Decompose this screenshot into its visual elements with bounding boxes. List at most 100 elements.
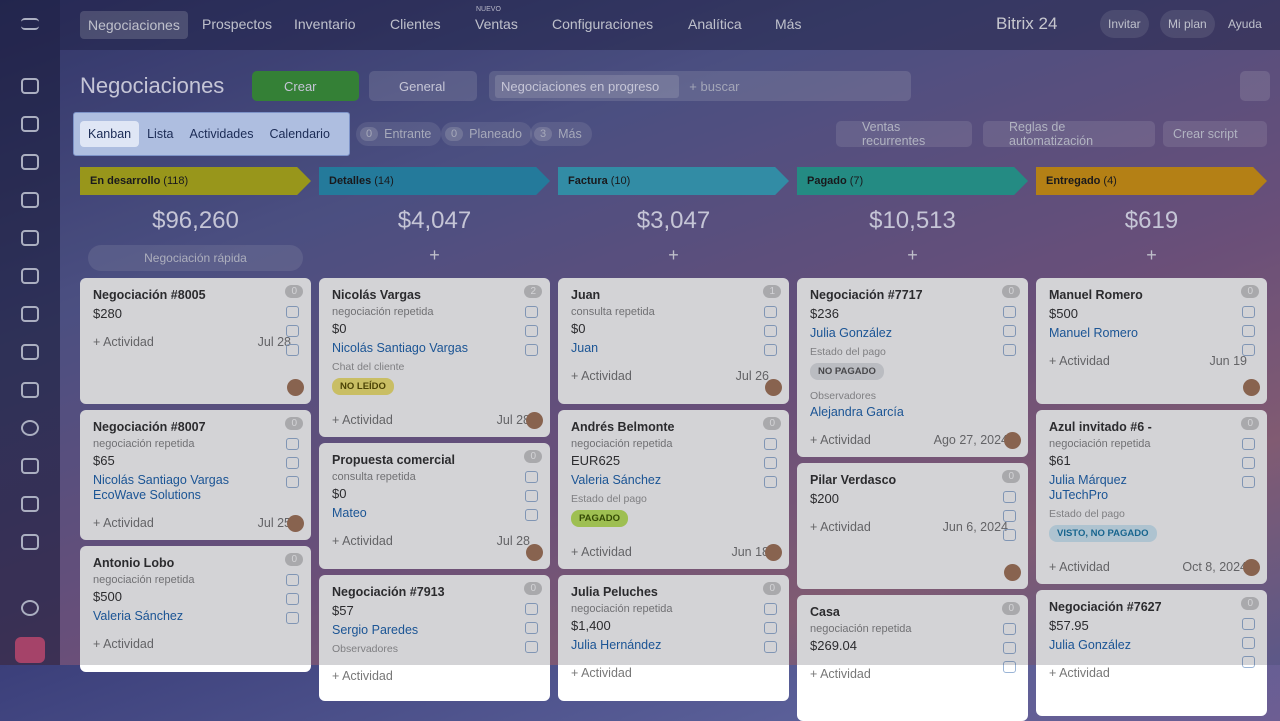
mail-icon[interactable] (286, 325, 299, 337)
add-activity[interactable]: + Actividad (93, 637, 154, 651)
tool-button[interactable]: Reglas de automatización (983, 120, 1155, 148)
phone-icon[interactable] (286, 438, 299, 450)
deal-card[interactable]: Casa 0 negociación repetida $269.04 + Activi… (797, 595, 1028, 721)
card-link[interactable]: Nicolás Santiago Vargas (332, 341, 468, 355)
add-activity[interactable]: + Actividad (1049, 666, 1110, 680)
mail-icon[interactable] (1242, 637, 1255, 649)
tool-button[interactable]: Ventas recurrentes (836, 120, 972, 148)
deal-card[interactable]: Negociación #8007 0 negociación repetida $6… (80, 410, 311, 540)
deal-card[interactable]: Negociación #7627 0 $57.95 Julia González + … (1036, 590, 1267, 716)
chat-icon[interactable] (1242, 476, 1255, 488)
nav-item[interactable]: Prospectos (202, 16, 273, 32)
chat-icon[interactable] (1003, 529, 1016, 541)
view-tab[interactable]: Actividades (189, 127, 254, 141)
chat-icon[interactable] (286, 344, 299, 356)
add-deal[interactable]: + (429, 245, 440, 265)
phone-icon[interactable] (1242, 306, 1255, 318)
add-activity[interactable]: + Actividad (810, 433, 871, 447)
add-activity[interactable]: + Actividad (332, 413, 393, 427)
nav-item[interactable]: Negociaciones (80, 11, 188, 39)
phone-icon[interactable] (764, 438, 777, 450)
card-link[interactable]: Julia Márquez (1049, 473, 1127, 487)
chat-icon[interactable] (525, 344, 538, 356)
chat-icon[interactable] (286, 476, 299, 488)
settings-icon[interactable] (21, 600, 39, 616)
phone-icon[interactable] (525, 471, 538, 483)
view-tab[interactable]: Kanban (80, 121, 140, 147)
deal-card[interactable]: Propuesta comercial 0 consulta repetida $0 M… (319, 443, 550, 569)
mail-icon[interactable] (525, 325, 538, 337)
sidebar-icon[interactable] (21, 344, 39, 360)
sidebar-icon[interactable] (21, 154, 39, 170)
filter-tag[interactable]: Negociaciones en progreso (495, 74, 680, 98)
phone-icon[interactable] (1242, 438, 1255, 450)
nav-item[interactable]: Configuraciones (552, 16, 654, 32)
nav-item[interactable]: Más (775, 16, 802, 32)
deal-card[interactable]: Negociación #7913 0 $57 Sergio Paredes Obser… (319, 575, 550, 701)
add-deal[interactable]: + (907, 245, 918, 265)
mail-icon[interactable] (1003, 510, 1016, 522)
mail-icon[interactable] (286, 457, 299, 469)
create-button[interactable]: Crear (252, 71, 359, 101)
deal-card[interactable]: Negociación #7717 0 $236 Julia González Esta… (797, 278, 1028, 457)
chat-icon[interactable] (1242, 656, 1255, 668)
sidebar-icon[interactable] (21, 534, 39, 550)
deal-card[interactable]: Manuel Romero 0 $500 Manuel Romero + Activid… (1036, 278, 1267, 404)
card-link[interactable]: Manuel Romero (1049, 326, 1138, 340)
add-deal[interactable]: + (1146, 245, 1157, 265)
deal-card[interactable]: Azul invitado #6 - 0 negociación repetida $… (1036, 410, 1267, 584)
card-link[interactable]: Sergio Paredes (332, 623, 419, 637)
chat-icon[interactable] (286, 612, 299, 624)
phone-icon[interactable] (1242, 618, 1255, 630)
chat-icon[interactable] (525, 509, 538, 521)
counter[interactable]: 0 Planeado (441, 122, 532, 146)
mail-icon[interactable] (1003, 642, 1016, 654)
add-activity[interactable]: + Actividad (571, 369, 632, 383)
mail-icon[interactable] (764, 457, 777, 469)
phone-icon[interactable] (764, 306, 777, 318)
sidebar-icon[interactable] (21, 116, 39, 132)
nav-item[interactable]: Ventas (475, 16, 518, 32)
add-activity[interactable]: + Actividad (1049, 560, 1110, 574)
phone-icon[interactable] (525, 306, 538, 318)
menu-icon[interactable] (21, 18, 39, 30)
add-activity[interactable]: + Actividad (93, 335, 154, 349)
tool-button[interactable]: Crear script (1163, 121, 1267, 147)
chat-icon[interactable] (1003, 344, 1016, 356)
card-link[interactable]: Alejandra García (810, 405, 904, 419)
nav-item[interactable]: Inventario (294, 16, 356, 32)
view-tab[interactable]: Calendario (269, 127, 330, 141)
add-activity[interactable]: + Actividad (810, 520, 871, 534)
deal-card[interactable]: Julia Peluches 0 negociación repetida $1,40… (558, 575, 789, 701)
nav-item[interactable]: Analítica (688, 16, 742, 32)
mail-icon[interactable] (764, 325, 777, 337)
nav-item[interactable]: Clientes (390, 16, 441, 32)
quick-deal[interactable]: Negociación rápida (88, 245, 303, 271)
phone-icon[interactable] (1003, 491, 1016, 503)
deal-card[interactable]: Antonio Lobo 0 negociación repetida $500 Val… (80, 546, 311, 672)
mail-icon[interactable] (525, 490, 538, 502)
chat-icon[interactable] (764, 641, 777, 653)
add-activity[interactable]: + Actividad (810, 667, 871, 681)
deal-card[interactable]: Pilar Verdasco 0 $200 + Actividad Jun 6, 202… (797, 463, 1028, 589)
deal-card[interactable]: Juan 1 consulta repetida $0 Juan + Actividad J… (558, 278, 789, 404)
chat-icon[interactable] (1003, 661, 1016, 673)
search-box[interactable]: Negociaciones en progreso + buscar (489, 71, 911, 101)
rocket-button[interactable] (15, 637, 45, 663)
add-activity[interactable]: + Actividad (93, 516, 154, 530)
add-activity[interactable]: + Actividad (571, 666, 632, 680)
phone-icon[interactable] (525, 603, 538, 615)
phone-icon[interactable] (286, 306, 299, 318)
chat-icon[interactable] (525, 641, 538, 653)
phone-icon[interactable] (1003, 306, 1016, 318)
counter[interactable]: 0 Entrante (356, 122, 442, 146)
mail-icon[interactable] (1242, 457, 1255, 469)
chat-icon[interactable] (1242, 344, 1255, 356)
sidebar-icon[interactable] (21, 192, 39, 208)
chat-icon[interactable] (764, 476, 777, 488)
deal-card[interactable]: Negociación #8005 0 $280 + Actividad Jul 28 (80, 278, 311, 404)
sidebar-icon[interactable] (21, 268, 39, 284)
chat-icon[interactable] (764, 344, 777, 356)
sidebar-icon[interactable] (21, 306, 39, 322)
sidebar-icon[interactable] (21, 382, 39, 398)
